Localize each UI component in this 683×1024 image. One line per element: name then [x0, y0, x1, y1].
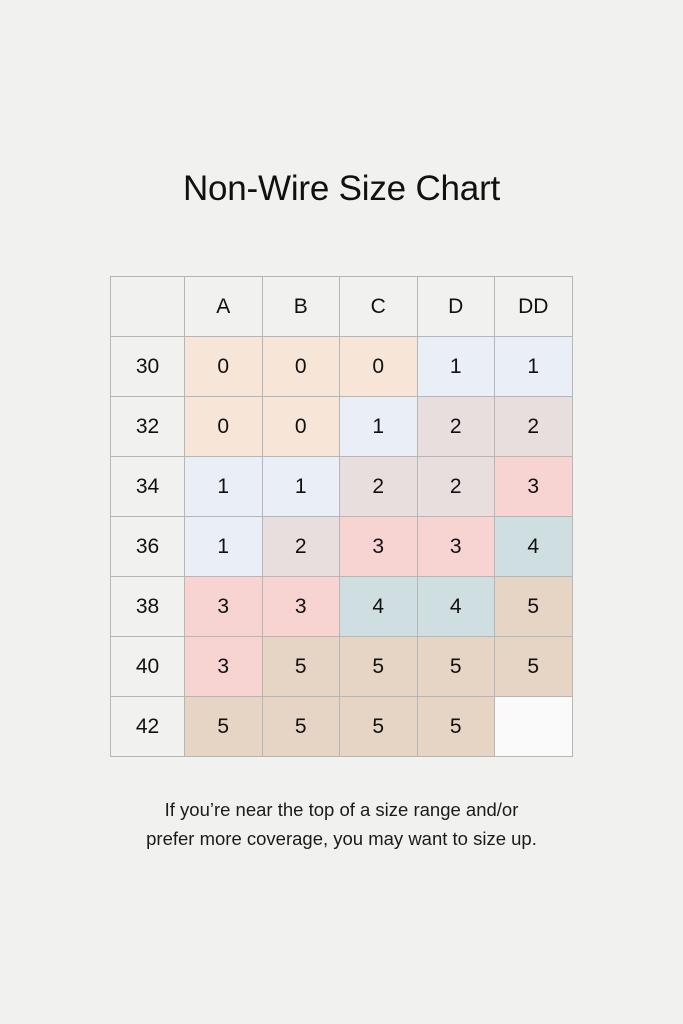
footnote-line-1: If you’re near the top of a size range a… — [164, 799, 519, 820]
table-header: A B C D DD — [110, 276, 573, 337]
table-row: 34 1 1 2 2 3 — [110, 456, 573, 517]
table-header-row: A B C D DD — [110, 276, 573, 337]
size-cell-32-c: 1 — [339, 396, 418, 457]
table-row: 30 0 0 0 1 1 — [110, 336, 573, 397]
size-cell-34-b: 1 — [261, 456, 340, 517]
table-row: 40 3 5 5 5 5 — [110, 636, 573, 697]
size-cell-32-dd: 2 — [494, 396, 573, 457]
size-cell-42-c: 5 — [339, 696, 418, 757]
size-cell-34-a: 1 — [184, 456, 263, 517]
size-cell-40-c: 5 — [339, 636, 418, 697]
size-cell-36-d: 3 — [416, 516, 495, 577]
footnote: If you’re near the top of a size range a… — [0, 795, 683, 853]
size-cell-30-d: 1 — [416, 336, 495, 397]
footnote-line-2: prefer more coverage, you may want to si… — [146, 828, 537, 849]
size-cell-42-dd — [494, 696, 573, 757]
size-cell-38-a: 3 — [184, 576, 263, 637]
size-cell-40-dd: 5 — [494, 636, 573, 697]
table-row: 32 0 0 1 2 2 — [110, 396, 573, 457]
size-cell-36-a: 1 — [184, 516, 263, 577]
size-cell-34-d: 2 — [416, 456, 495, 517]
row-header-32: 32 — [110, 396, 185, 457]
size-cell-36-b: 2 — [261, 516, 340, 577]
size-cell-30-a: 0 — [184, 336, 263, 397]
size-cell-40-b: 5 — [261, 636, 340, 697]
row-header-40: 40 — [110, 636, 185, 697]
size-cell-32-a: 0 — [184, 396, 263, 457]
size-cell-30-b: 0 — [261, 336, 340, 397]
row-header-36: 36 — [110, 516, 185, 577]
size-cell-42-b: 5 — [261, 696, 340, 757]
row-header-42: 42 — [110, 696, 185, 757]
size-cell-30-c: 0 — [339, 336, 418, 397]
row-header-30: 30 — [110, 336, 185, 397]
size-cell-40-a: 3 — [184, 636, 263, 697]
table-row: 36 1 2 3 3 4 — [110, 516, 573, 577]
size-cell-38-b: 3 — [261, 576, 340, 637]
table-body: 30 0 0 0 1 1 32 0 0 1 2 2 34 1 1 2 2 3 36 1 2 3 3 4 38 3 3 4 4 5 40 3 5 5… — [110, 336, 573, 757]
size-cell-34-dd: 3 — [494, 456, 573, 517]
size-cell-38-dd: 5 — [494, 576, 573, 637]
size-cell-42-d: 5 — [416, 696, 495, 757]
table-row: 42 5 5 5 5 — [110, 696, 573, 757]
size-cell-36-dd: 4 — [494, 516, 573, 577]
size-cell-42-a: 5 — [184, 696, 263, 757]
table-row: 38 3 3 4 4 5 — [110, 576, 573, 637]
column-header-a: A — [184, 276, 263, 337]
column-header-d: D — [416, 276, 495, 337]
size-cell-40-d: 5 — [416, 636, 495, 697]
column-header-c: C — [339, 276, 418, 337]
row-header-38: 38 — [110, 576, 185, 637]
size-cell-32-b: 0 — [261, 396, 340, 457]
size-chart-table: A B C D DD 30 0 0 0 1 1 32 0 0 1 2 2 34 1 1 2 2 3 36 1 2 3 3 4 38 3 3 4… — [110, 276, 573, 757]
column-header-b: B — [261, 276, 340, 337]
size-chart-table-container: A B C D DD 30 0 0 0 1 1 32 0 0 1 2 2 34 1 1 2 2 3 36 1 2 3 3 4 38 3 3 4… — [110, 276, 573, 757]
size-cell-34-c: 2 — [339, 456, 418, 517]
size-cell-30-dd: 1 — [494, 336, 573, 397]
page-title: Non-Wire Size Chart — [182, 169, 501, 208]
size-cell-36-c: 3 — [339, 516, 418, 577]
table-corner-cell — [110, 276, 185, 337]
size-cell-32-d: 2 — [416, 396, 495, 457]
size-cell-38-d: 4 — [416, 576, 495, 637]
row-header-34: 34 — [110, 456, 185, 517]
size-cell-38-c: 4 — [339, 576, 418, 637]
column-header-dd: DD — [494, 276, 573, 337]
